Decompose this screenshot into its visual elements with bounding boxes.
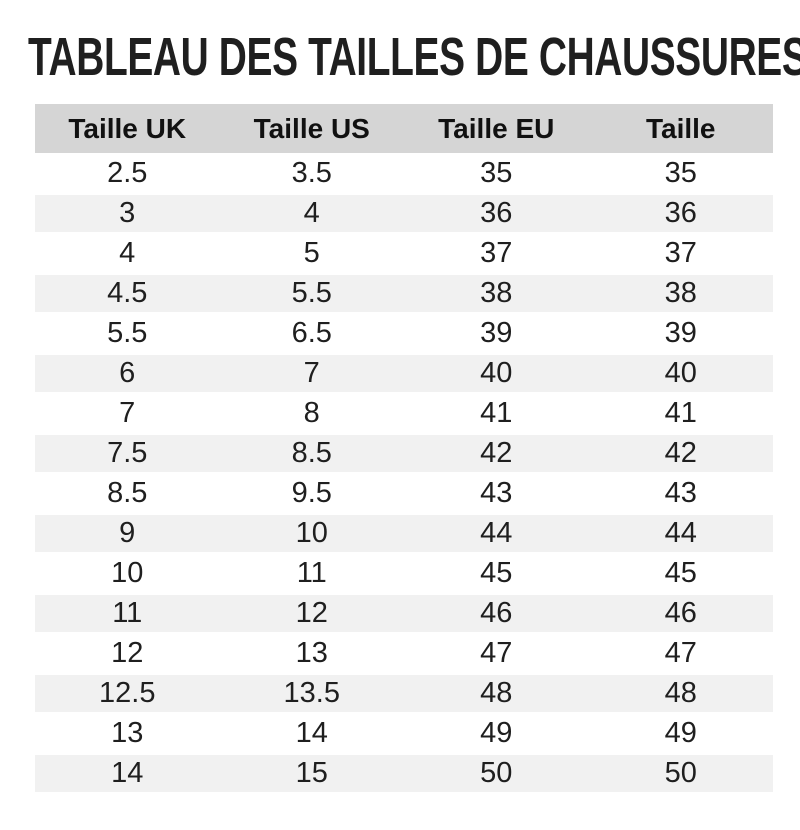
table-cell: 7 — [303, 357, 320, 389]
table-cell: 45 — [480, 556, 513, 589]
table-row: 4 5 37 37 — [35, 233, 773, 273]
table-cell: 38 — [480, 277, 513, 309]
table-cell: 10 — [295, 517, 328, 549]
table-cell: 4 — [119, 236, 136, 269]
table-cell: 6.5 — [291, 316, 332, 349]
table-row: 5.5 6.5 39 39 — [35, 313, 773, 353]
column-header-taille-uk: Taille UK — [68, 112, 187, 144]
column-header-taille-eu: Taille EU — [438, 112, 555, 144]
table-row: 12.5 13.5 48 48 — [35, 673, 773, 713]
table-row: 10 11 45 45 — [35, 553, 773, 593]
table-cell: 8.5 — [291, 437, 332, 469]
table-cell: 8.5 — [107, 476, 148, 509]
table-cell: 11 — [112, 597, 143, 629]
page-title: TABLEAU DES TAILLES DE CHAUSSURES — [28, 27, 800, 87]
table-cell: 49 — [664, 716, 697, 749]
table-cell: 12.5 — [99, 677, 156, 709]
table-row: 4.5 5.5 38 38 — [35, 273, 773, 313]
table-cell: 46 — [480, 597, 513, 629]
table-cell: 7.5 — [107, 437, 148, 469]
table-cell: 12 — [295, 597, 328, 629]
table-row: 13 14 49 49 — [35, 713, 773, 753]
table-cell: 50 — [664, 757, 697, 789]
table-cell: 37 — [664, 236, 697, 269]
table-row: 11 12 46 46 — [35, 593, 773, 633]
table-cell: 38 — [664, 277, 697, 309]
table-cell: 40 — [664, 357, 697, 389]
table-row: 7.5 8.5 42 42 — [35, 433, 773, 473]
table-cell: 41 — [664, 396, 697, 429]
table-cell: 9.5 — [291, 476, 332, 509]
table-cell: 36 — [664, 197, 697, 229]
table-row: 14 15 50 50 — [35, 753, 773, 793]
table-row: 7 8 41 41 — [35, 393, 773, 433]
table-cell: 5 — [303, 236, 320, 269]
table-cell: 47 — [480, 636, 513, 669]
table-cell: 35 — [480, 156, 513, 189]
table-cell: 42 — [480, 437, 513, 469]
table-cell: 49 — [480, 716, 513, 749]
table-cell: 44 — [480, 517, 513, 549]
table-cell: 39 — [664, 316, 697, 349]
table-cell: 42 — [664, 437, 697, 469]
table-cell: 35 — [664, 156, 697, 189]
table-cell: 6 — [119, 357, 136, 389]
table-cell: 13.5 — [283, 677, 340, 709]
table-cell: 9 — [119, 517, 136, 549]
table-cell: 36 — [480, 197, 513, 229]
table-cell: 13 — [111, 716, 144, 749]
table-row: 12 13 47 47 — [35, 633, 773, 673]
table-cell: 50 — [480, 757, 513, 789]
table-row: 2.5 3.5 35 35 — [35, 153, 773, 193]
table-cell: 43 — [480, 476, 513, 509]
table-cell: 13 — [295, 636, 328, 669]
table-cell: 7 — [119, 396, 136, 429]
table-body: 2.5 3.5 35 35 3 4 36 36 4 5 37 37 4.5 5.… — [35, 153, 773, 793]
table-cell: 12 — [111, 636, 144, 669]
table-cell: 3 — [119, 197, 136, 229]
table-cell: 43 — [664, 476, 697, 509]
table-cell: 14 — [111, 757, 144, 789]
table-header-row: Taille UK Taille US Taille EU Taille — [35, 104, 773, 153]
table-cell: 8 — [303, 396, 320, 429]
column-header-taille-us: Taille US — [253, 112, 370, 144]
table-cell: 15 — [295, 757, 328, 789]
table-row: 6 7 40 40 — [35, 353, 773, 393]
table-cell: 2.5 — [107, 156, 148, 189]
table-cell: 40 — [480, 357, 513, 389]
table-row: 3 4 36 36 — [35, 193, 773, 233]
table-cell: 44 — [664, 517, 697, 549]
table-row: 9 10 44 44 — [35, 513, 773, 553]
table-cell: 5.5 — [107, 316, 148, 349]
table-cell: 4 — [303, 197, 320, 229]
table-cell: 41 — [480, 396, 513, 429]
table-cell: 45 — [664, 556, 697, 589]
table-cell: 46 — [664, 597, 697, 629]
table-row: 8.5 9.5 43 43 — [35, 473, 773, 513]
table-cell: 37 — [480, 236, 513, 269]
table-cell: 48 — [664, 677, 697, 709]
table-cell: 5.5 — [291, 277, 332, 309]
table-cell: 47 — [664, 636, 697, 669]
table-cell: 48 — [480, 677, 513, 709]
size-chart-table: Taille UK Taille US Taille EU Taille 2.5… — [35, 104, 773, 793]
table-cell: 39 — [480, 316, 513, 349]
table-cell: 11 — [296, 556, 327, 589]
table-cell: 4.5 — [107, 277, 148, 309]
table-cell: 10 — [111, 556, 144, 589]
table-cell: 14 — [295, 716, 328, 749]
table-cell: 3.5 — [291, 156, 332, 189]
column-header-taille: Taille — [645, 112, 716, 144]
